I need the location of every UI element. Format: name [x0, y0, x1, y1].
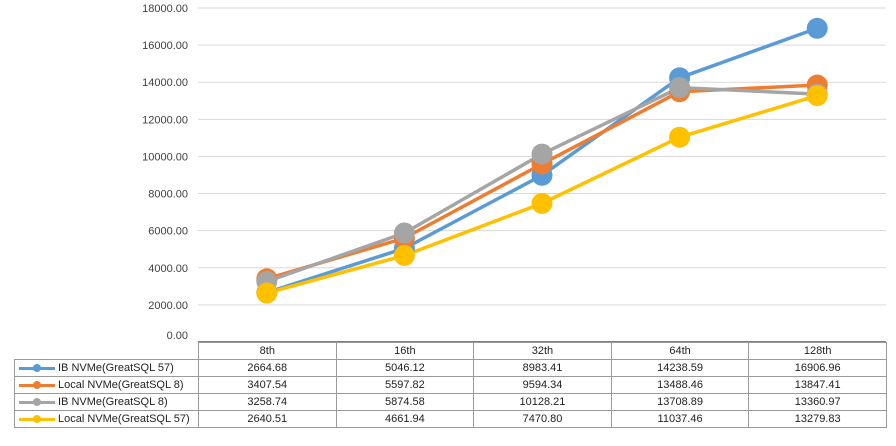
data-label: 13708.89 — [610, 393, 750, 411]
y-tick-label: 18000.00 — [142, 3, 188, 15]
legend-key-icon — [19, 380, 55, 390]
table-row: IB NVMe(GreatSQL 8) 3258.74 5874.58 10128.2… — [14, 393, 887, 411]
data-label: 5874.58 — [335, 393, 475, 411]
x-tick-label: 16th — [335, 342, 475, 360]
legend-label: Local NVMe(GreatSQL 57) — [58, 413, 190, 426]
legend-key-icon — [19, 414, 55, 424]
data-point-ib-nvme-greatsql-8 — [669, 77, 691, 99]
data-point-ib-nvme-greatsql-8 — [531, 143, 553, 165]
data-label: 4661.94 — [335, 410, 475, 428]
line-chart: 0.00 2000.00 4000.00 6000.00 8000.00 10000.00… — [142, 3, 886, 342]
data-label: 16906.96 — [748, 359, 887, 377]
x-tick-label: 32th — [473, 342, 612, 360]
data-label: 10128.21 — [473, 393, 612, 411]
y-tick-label: 8000.00 — [148, 189, 188, 201]
legend-entry: IB NVMe(GreatSQL 8) — [14, 393, 199, 411]
data-label: 3258.74 — [198, 393, 337, 411]
table-body: IB NVMe(GreatSQL 57) 2664.68 5046.12 8983.4… — [14, 359, 887, 428]
data-point-local-nvme-greatsql-57 — [806, 85, 828, 107]
table-header-row: 8th 16th 32th 64th 128th — [14, 342, 887, 360]
data-label: 3407.54 — [198, 376, 337, 394]
x-tick-label: 64th — [610, 342, 750, 360]
y-tick-label: 10000.00 — [142, 151, 188, 163]
data-label: 7470.80 — [473, 410, 612, 428]
legend-key-icon — [19, 397, 55, 407]
y-tick-label: 2000.00 — [148, 300, 188, 312]
table-row: Local NVMe(GreatSQL 57) 2640.51 4661.94 747… — [14, 410, 887, 428]
legend-entry: Local NVMe(GreatSQL 57) — [14, 410, 199, 428]
x-tick-label: 128th — [748, 342, 887, 360]
y-tick-label: 16000.00 — [142, 40, 188, 52]
legend-key-icon — [19, 363, 55, 373]
data-point-local-nvme-greatsql-57 — [256, 282, 278, 304]
data-label: 8983.41 — [473, 359, 612, 377]
series-markers — [256, 17, 828, 304]
data-label: 5597.82 — [335, 376, 475, 394]
data-label: 2640.51 — [198, 410, 337, 428]
data-point-ib-nvme-greatsql-57 — [806, 17, 828, 39]
data-point-local-nvme-greatsql-57 — [669, 126, 691, 148]
legend-label: IB NVMe(GreatSQL 57) — [58, 362, 174, 375]
table-row: Local NVMe(GreatSQL 8) 3407.54 5597.82 9594… — [14, 376, 887, 394]
data-label: 2664.68 — [198, 359, 337, 377]
data-table: 8th 16th 32th 64th 128th IB NVMe(GreatSQL 57… — [14, 342, 887, 428]
y-tick-label: 6000.00 — [148, 226, 188, 238]
y-tick-label: 4000.00 — [148, 263, 188, 275]
table-corner-cell — [14, 342, 199, 360]
y-axis-tick-labels: 0.00 2000.00 4000.00 6000.00 8000.00 10000.00… — [142, 3, 188, 342]
data-label: 13847.41 — [748, 376, 887, 394]
data-label: 9594.34 — [473, 376, 612, 394]
y-tick-label: 0.00 — [167, 330, 188, 342]
data-point-ib-nvme-greatsql-8 — [393, 222, 415, 244]
y-tick-label: 14000.00 — [142, 77, 188, 89]
data-point-local-nvme-greatsql-57 — [393, 244, 415, 266]
table-row: IB NVMe(GreatSQL 57) 2664.68 5046.12 8983.4… — [14, 359, 887, 377]
data-label: 5046.12 — [335, 359, 475, 377]
legend-entry: Local NVMe(GreatSQL 8) — [14, 376, 199, 394]
data-label: 13279.83 — [748, 410, 887, 428]
data-label: 13488.46 — [610, 376, 750, 394]
data-label: 14238.59 — [610, 359, 750, 377]
legend-label: Local NVMe(GreatSQL 8) — [58, 379, 184, 392]
legend-label: IB NVMe(GreatSQL 8) — [58, 396, 168, 409]
data-label: 13360.97 — [748, 393, 887, 411]
y-tick-label: 12000.00 — [142, 114, 188, 126]
legend-entry: IB NVMe(GreatSQL 57) — [14, 359, 199, 377]
x-tick-label: 8th — [198, 342, 337, 360]
data-point-local-nvme-greatsql-57 — [531, 192, 553, 214]
data-label: 11037.46 — [610, 410, 750, 428]
